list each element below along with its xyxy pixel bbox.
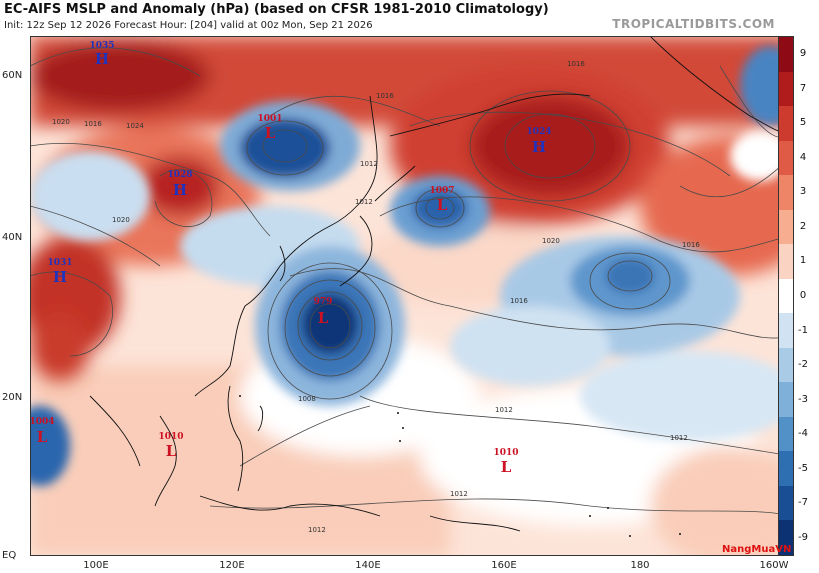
isobar-label: 1016: [567, 60, 585, 68]
colorbar-segment: [779, 175, 793, 210]
lat-label: 40N: [2, 232, 23, 243]
colorbar-segment: [779, 382, 793, 417]
center-letter: H: [53, 268, 67, 286]
center-value: 1010: [158, 432, 183, 442]
colorbar-tick-label: 2: [799, 220, 807, 232]
high-center[interactable]: 1028 H: [167, 170, 192, 199]
center-letter: L: [318, 309, 329, 327]
center-value: 1007: [429, 186, 454, 196]
center-value: 1031: [47, 258, 72, 268]
colorbar-segment: [779, 451, 793, 486]
lon-label: 120E: [219, 560, 245, 571]
center-value: 1004: [30, 417, 55, 427]
center-value: 1028: [167, 170, 192, 180]
colorbar-tick-label: 4: [799, 151, 807, 163]
colorbar-segment: [779, 209, 793, 245]
colorbar-segment: [779, 106, 793, 141]
center-value: 1035: [89, 41, 114, 51]
colorbar-tick-label: -3: [798, 393, 808, 405]
center-letter: H: [532, 138, 546, 156]
isobars: [30, 47, 792, 517]
center-letter: L: [265, 124, 276, 142]
colorbar-segment: [779, 520, 793, 555]
center-letter: H: [173, 181, 187, 199]
anomaly-colorbar: [778, 36, 794, 556]
anomaly-field-north: [30, 36, 792, 381]
colorbar-tick-label: 0: [799, 290, 807, 301]
isobar-label: 1012: [670, 434, 688, 442]
isobar-label: 1020: [542, 237, 560, 245]
colorbar-tick-label: -9: [798, 531, 808, 543]
center-value: 1024: [526, 127, 551, 137]
low-center[interactable]: 1007 L: [429, 186, 454, 214]
colorbar-segment: [779, 347, 793, 383]
lon-label: 160W: [759, 560, 789, 571]
low-center[interactable]: 1010 L: [158, 432, 183, 460]
colorbar-segment: [779, 244, 793, 279]
colorbar-tick-label: 1: [799, 255, 807, 267]
center-value: 979: [314, 297, 333, 307]
colorbar-tick-label: -5: [798, 462, 808, 474]
lon-label: 160E: [491, 560, 517, 571]
colorbar-tick-label: -1: [798, 324, 808, 336]
isobar-labels: 1016 1020 1012 1008 1016 1012 1012 1012 …: [52, 60, 700, 534]
isobar-label: 1020: [52, 118, 70, 126]
chart-subtitle: Init: 12z Sep 12 2026 Forecast Hour: [20…: [4, 20, 373, 31]
lat-label: 20N: [2, 392, 23, 403]
colorbar-segment: [779, 313, 793, 348]
colorbar-tick-label: 3: [799, 186, 807, 198]
center-letter: H: [95, 50, 109, 68]
low-center[interactable]: 1010 L: [493, 448, 518, 476]
colorbar-tick-label: -4: [798, 428, 808, 440]
colorbar-segment: [779, 485, 793, 521]
pressure-centers: 1035 H 1001 L 1028 H 1007 L 1024 H 1031 …: [30, 41, 552, 476]
lon-label: 180: [630, 560, 650, 571]
colorbar-tick-label: 9: [799, 48, 807, 60]
high-center[interactable]: 1031 H: [47, 258, 72, 286]
isobar-label: 1012: [308, 526, 326, 534]
colorbar-tick-label: -2: [798, 359, 808, 371]
low-center[interactable]: 1001 L: [257, 114, 282, 142]
lat-label: EQ: [2, 550, 17, 561]
low-center[interactable]: 979 L: [314, 297, 333, 327]
isobar-label: 1012: [450, 490, 468, 498]
center-letter: L: [37, 428, 48, 446]
isobar-label: 1016: [682, 241, 700, 249]
colorbar-tick-label: -7: [798, 497, 808, 509]
isobar-label: 1012: [355, 198, 373, 206]
brand-label[interactable]: TROPICALTIDBITS.COM: [612, 17, 775, 31]
center-letter: L: [166, 442, 177, 460]
colorbar-tick-label: 5: [799, 117, 807, 129]
low-center[interactable]: 1004 L: [30, 417, 55, 446]
isobar-label: 1012: [360, 160, 378, 168]
anomaly-field-lows: [30, 46, 792, 486]
isobar-label: 1016: [84, 120, 102, 128]
colorbar-segment: [779, 71, 793, 107]
chart-title: EC-AIFS MSLP and Anomaly (hPa) (based on…: [4, 2, 549, 17]
islands: [239, 395, 681, 537]
isobar-label: 1016: [510, 297, 528, 305]
center-value: 1001: [257, 114, 282, 124]
colorbar-segment: [779, 140, 793, 176]
center-letter: L: [501, 458, 512, 476]
center-letter: L: [437, 196, 448, 214]
lon-label: 100E: [83, 560, 109, 571]
lat-label: 60N: [2, 70, 23, 81]
colorbar-segment: [779, 278, 793, 314]
colorbar-tick-label: 7: [799, 82, 807, 94]
lon-label: 140E: [355, 560, 381, 571]
isobar-label: 1024: [126, 122, 144, 130]
watermark-logo: NangMuaVN: [722, 544, 792, 555]
mslp-anomaly-map: 1016 1020 1012 1008 1016 1012 1012 1012 …: [30, 36, 792, 556]
high-center[interactable]: 1024 H: [526, 127, 551, 156]
colorbar-segment: [779, 416, 793, 452]
isobar-label: 1012: [495, 406, 513, 414]
isobar-label: 1020: [112, 216, 130, 224]
center-value: 1010: [493, 448, 518, 458]
isobar-label: 1008: [298, 395, 316, 403]
isobar-label: 1016: [376, 92, 394, 100]
high-center[interactable]: 1035 H: [89, 41, 114, 68]
colorbar-segment: [779, 37, 793, 72]
